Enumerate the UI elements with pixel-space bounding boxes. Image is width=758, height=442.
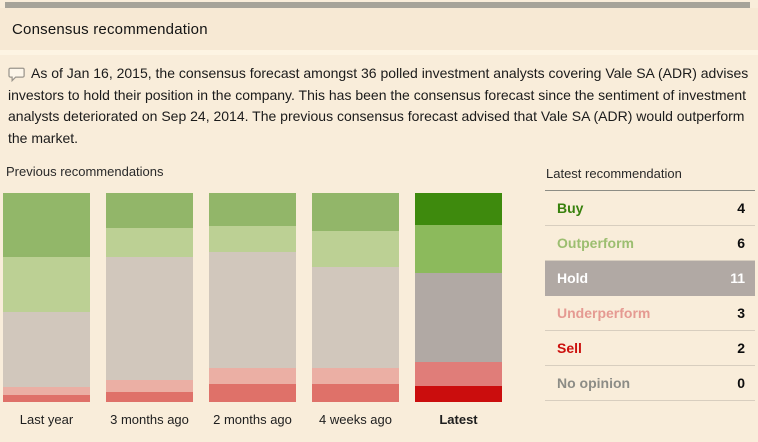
- segment-hold: [312, 266, 399, 369]
- segment-underperform: [312, 368, 399, 385]
- stacked-bar: [106, 193, 193, 402]
- latest-recommendation-heading: Latest recommendation: [545, 164, 755, 191]
- segment-outperform: [106, 228, 193, 257]
- segment-buy: [312, 193, 399, 232]
- header-divider: [0, 50, 758, 55]
- segment-sell: [312, 384, 399, 402]
- latest-recommendation-panel: Latest recommendation Buy 4 Outperform 6…: [545, 164, 755, 401]
- segment-underperform: [209, 368, 296, 385]
- previous-recommendations-heading: Previous recommendations: [6, 164, 164, 179]
- segment-hold: [209, 252, 296, 369]
- segment-underperform: [106, 380, 193, 392]
- segment-sell: [3, 394, 90, 402]
- row-buy-value: 4: [737, 200, 745, 216]
- page-title: Consensus recommendation: [12, 21, 208, 38]
- segment-hold: [106, 256, 193, 381]
- stacked-bar: [3, 193, 90, 402]
- segment-buy: [3, 193, 90, 257]
- segment-underperform: [3, 386, 90, 395]
- section-header: [0, 8, 758, 50]
- segment-sell: [415, 385, 502, 402]
- bar-label: 2 months ago: [213, 412, 292, 427]
- segment-sell: [106, 391, 193, 402]
- row-no-opinion: No opinion 0: [545, 366, 755, 401]
- row-hold-value: 11: [730, 270, 745, 286]
- row-underperform-label: Underperform: [557, 305, 651, 321]
- bar-label: 4 weeks ago: [319, 412, 392, 427]
- row-hold-highlighted: Hold 11: [545, 261, 755, 296]
- row-underperform-value: 3: [737, 305, 745, 321]
- segment-outperform: [312, 231, 399, 267]
- segment-hold: [3, 311, 90, 387]
- segment-buy: [106, 193, 193, 229]
- stacked-bars: [3, 193, 502, 402]
- top-separator-bar: [5, 2, 750, 8]
- row-outperform-label: Outperform: [557, 235, 634, 251]
- row-no-opinion-value: 0: [737, 375, 745, 391]
- segment-buy: [415, 193, 502, 226]
- summary-text: As of Jan 16, 2015, the consensus foreca…: [8, 65, 749, 146]
- segment-buy: [209, 193, 296, 227]
- bar-labels: Last year 3 months ago 2 months ago 4 weeks…: [3, 412, 502, 427]
- segment-outperform: [415, 225, 502, 274]
- bar-label: Last year: [19, 412, 74, 427]
- row-sell-value: 2: [737, 340, 745, 356]
- stacked-bar: [312, 193, 399, 402]
- row-no-opinion-label: No opinion: [557, 375, 631, 391]
- row-sell: Sell 2: [545, 331, 755, 366]
- stacked-bar: [209, 193, 296, 402]
- consensus-summary: As of Jan 16, 2015, the consensus foreca…: [8, 63, 752, 149]
- row-underperform: Underperform 3: [545, 296, 755, 331]
- segment-outperform: [3, 256, 90, 312]
- stacked-bar: [415, 193, 502, 402]
- bar-label: 3 months ago: [110, 412, 189, 427]
- segment-outperform: [209, 226, 296, 253]
- bar-label: Latest: [439, 412, 478, 427]
- segment-hold: [415, 273, 502, 362]
- row-outperform-value: 6: [737, 235, 745, 251]
- row-outperform: Outperform 6: [545, 226, 755, 261]
- row-buy: Buy 4: [545, 191, 755, 226]
- segment-sell: [209, 384, 296, 402]
- row-sell-label: Sell: [557, 340, 582, 356]
- row-hold-label: Hold: [557, 270, 589, 286]
- segment-underperform: [415, 361, 502, 386]
- speech-bubble-icon: [8, 67, 25, 82]
- row-buy-label: Buy: [557, 200, 584, 216]
